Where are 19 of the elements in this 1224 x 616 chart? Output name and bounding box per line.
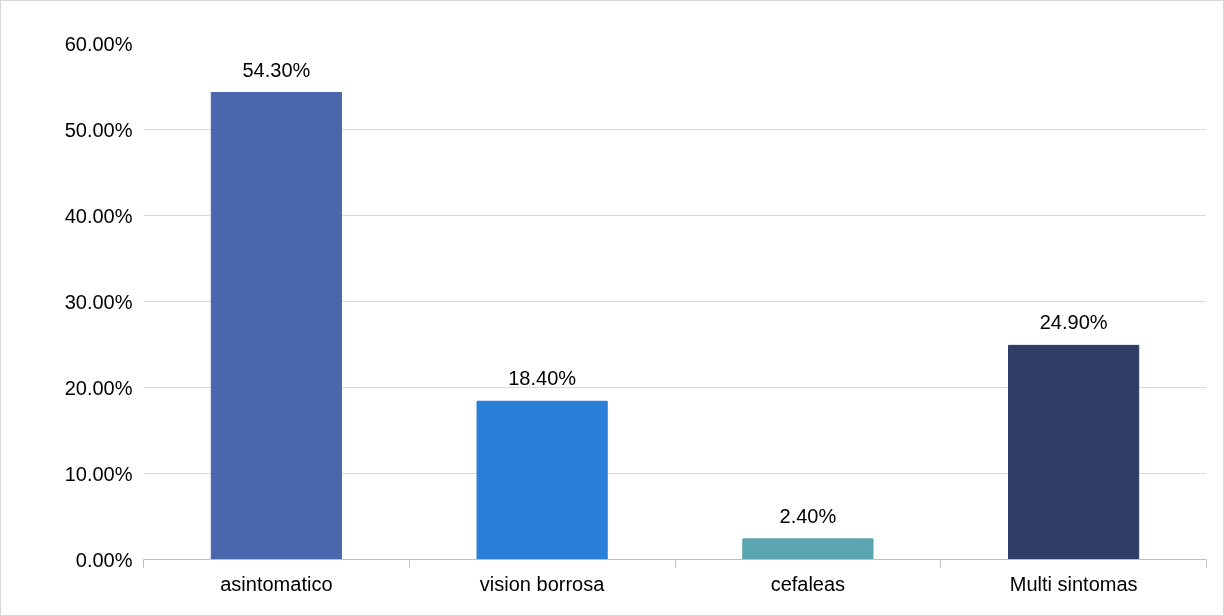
- y-tick-label: 50.00%: [64, 118, 133, 141]
- bar: [476, 400, 608, 560]
- data-label: 54.30%: [242, 58, 311, 81]
- y-tick-label: 30.00%: [64, 290, 133, 313]
- y-tick-label: 60.00%: [64, 32, 133, 55]
- data-label: 2.40%: [779, 504, 837, 527]
- x-tick-label: asintomatico: [220, 572, 333, 595]
- y-tick-label: 20.00%: [64, 376, 133, 399]
- x-tick-label: cefaleas: [770, 572, 846, 595]
- bar: [742, 538, 874, 560]
- bar: [210, 92, 342, 560]
- x-tick-label: Multi sintomas: [1009, 572, 1138, 595]
- y-tick-label: 10.00%: [64, 462, 133, 485]
- data-label: 18.40%: [508, 367, 577, 390]
- data-label: 24.90%: [1039, 311, 1108, 334]
- y-tick-label: 0.00%: [75, 548, 133, 571]
- bar: [1008, 344, 1140, 560]
- y-tick-label: 40.00%: [64, 204, 133, 227]
- x-tick-label: vision borrosa: [479, 572, 606, 595]
